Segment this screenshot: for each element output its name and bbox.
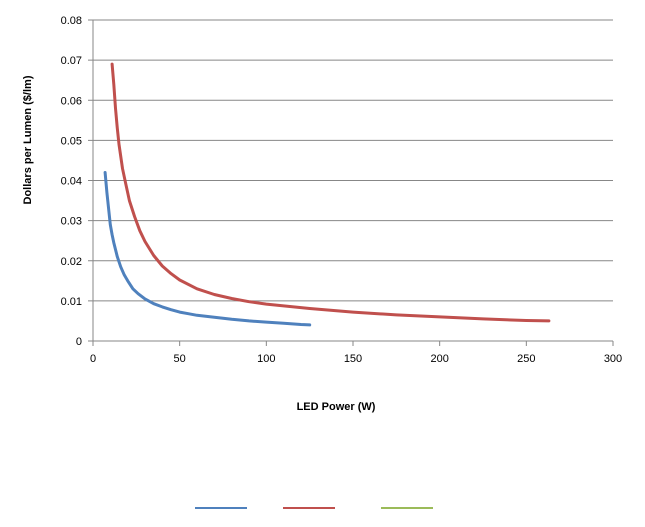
tick-labels: 0 0.01 0.02 0.03 0.04 0.05 0.06 0.07 0.08 0 50 100 1…: [61, 15, 623, 365]
y-tick-label-1: 0.01: [61, 296, 82, 308]
x-tick-label-0: 0: [90, 353, 96, 365]
y-axis-title: Dollars per Lumen ($/lm): [22, 75, 34, 204]
y-tick-label-5: 0.05: [61, 135, 82, 147]
x-tick-label-1: 50: [174, 353, 186, 365]
x-tick-label-3: 150: [344, 353, 362, 365]
y-tick-label-6: 0.06: [61, 95, 82, 107]
y-tick-label-8: 0.08: [61, 15, 82, 27]
series-lines: [103, 62, 551, 327]
y-tick-label-3: 0.03: [61, 216, 82, 228]
x-tick-label-2: 100: [257, 353, 275, 365]
y-tick-label-7: 0.07: [61, 55, 82, 67]
x-tick-label-4: 200: [430, 353, 448, 365]
grid-lines: [93, 19, 613, 302]
x-tick-label-6: 300: [604, 353, 622, 365]
series-line-2: [110, 62, 551, 323]
y-tick-label-4: 0.04: [61, 176, 82, 188]
y-tick-label-0: 0: [76, 336, 82, 348]
x-axis-title: LED Power (W): [297, 401, 376, 413]
y-tick-label-2: 0.02: [61, 256, 82, 268]
series-line-1: [103, 171, 312, 327]
axes: [88, 19, 614, 346]
x-tick-label-5: 250: [517, 353, 535, 365]
